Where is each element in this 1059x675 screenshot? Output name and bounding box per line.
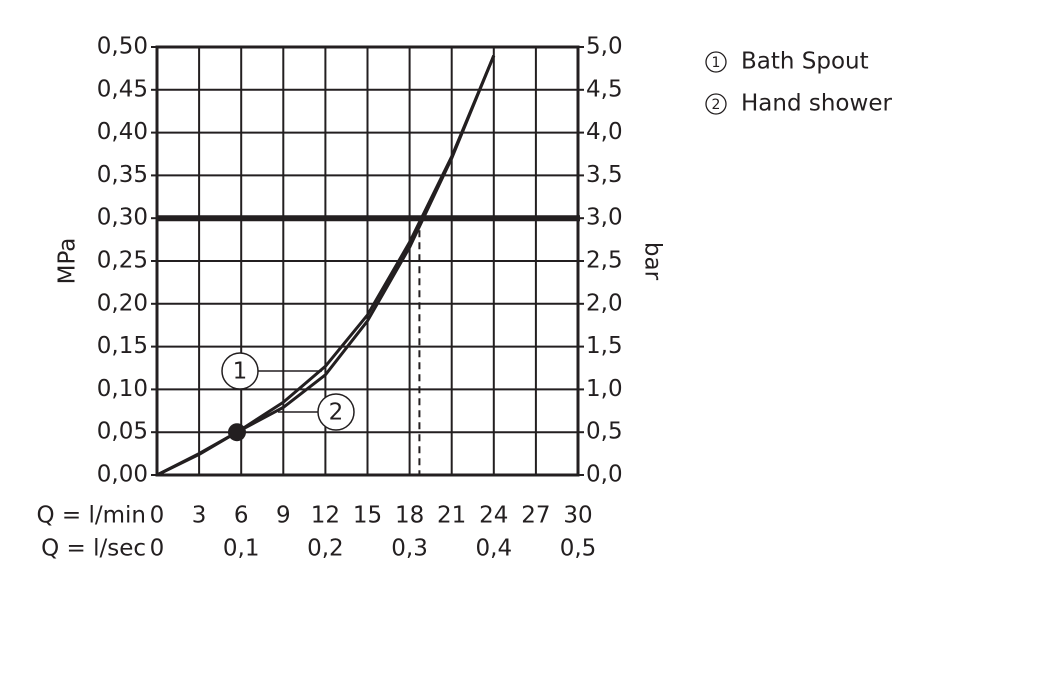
x2-tick-label: 0,3 — [391, 536, 428, 562]
y-tick-label: 0,50 — [97, 34, 148, 60]
y2-tick-label: 2,5 — [586, 248, 623, 274]
y-tick-label: 0,10 — [97, 376, 148, 402]
legend-label: Bath Spout — [741, 49, 869, 75]
y-tick-label: 0,15 — [97, 333, 148, 359]
x2-tick-label: 0,4 — [476, 536, 513, 562]
y-tick-label: 0,05 — [97, 419, 148, 445]
x2-tick-label: 0,1 — [223, 536, 260, 562]
callout-label: 1 — [233, 359, 248, 385]
y-tick-label: 0,30 — [97, 205, 148, 231]
x-tick-label: 0 — [150, 503, 165, 529]
legend-number: 2 — [712, 97, 721, 113]
legend-circle — [705, 51, 727, 73]
y2-tick-label: 0,0 — [586, 462, 623, 488]
y-tick-label: 0,45 — [97, 76, 148, 102]
x-tick-label: 27 — [521, 503, 550, 529]
y-tick-label: 0,00 — [97, 462, 148, 488]
callout-circle — [317, 393, 355, 431]
legend-circle — [705, 93, 727, 115]
y2-tick-label: 5,0 — [586, 34, 623, 60]
x-tick-label: 12 — [311, 503, 340, 529]
operating-point — [227, 423, 246, 442]
legend-number: 1 — [712, 55, 721, 71]
y2-tick-label: 1,5 — [586, 333, 623, 359]
y-tick-label: 0,35 — [97, 162, 148, 188]
y2-tick-label: 4,5 — [586, 76, 623, 102]
x-tick-label: 15 — [353, 503, 382, 529]
y2-tick-label: 2,0 — [586, 290, 623, 316]
x-tick-label: 18 — [395, 503, 424, 529]
y2-tick-label: 0,5 — [586, 419, 623, 445]
y-tick-label: 0,40 — [97, 119, 148, 145]
callout-label: 2 — [329, 400, 344, 426]
y-tick-label: 0,20 — [97, 290, 148, 316]
y2-tick-label: 3,0 — [586, 205, 623, 231]
x-tick-label: 9 — [276, 503, 291, 529]
x2-tick-label: 0,2 — [307, 536, 344, 562]
legend-label: Hand shower — [741, 91, 892, 117]
x-tick-label: 30 — [563, 503, 592, 529]
plot-frame — [155, 45, 580, 477]
series-line — [156, 54, 496, 477]
y2-axis-label: bar — [640, 242, 666, 281]
y-axis-label: MPa — [55, 238, 81, 285]
x2-tick-label: 0 — [150, 536, 165, 562]
callout-circle — [221, 352, 259, 390]
y-tick-label: 0,25 — [97, 248, 148, 274]
x-tick-label: 6 — [234, 503, 249, 529]
x-tick-label: 21 — [437, 503, 466, 529]
x-axis-label: Q = l/min — [36, 503, 146, 529]
x2-tick-label: 0,5 — [560, 536, 597, 562]
x2-axis-label: Q = l/sec — [41, 536, 146, 562]
y2-tick-label: 3,5 — [586, 162, 623, 188]
x-tick-label: 3 — [192, 503, 207, 529]
x-tick-label: 24 — [479, 503, 508, 529]
y2-tick-label: 4,0 — [586, 119, 623, 145]
y2-tick-label: 1,0 — [586, 376, 623, 402]
